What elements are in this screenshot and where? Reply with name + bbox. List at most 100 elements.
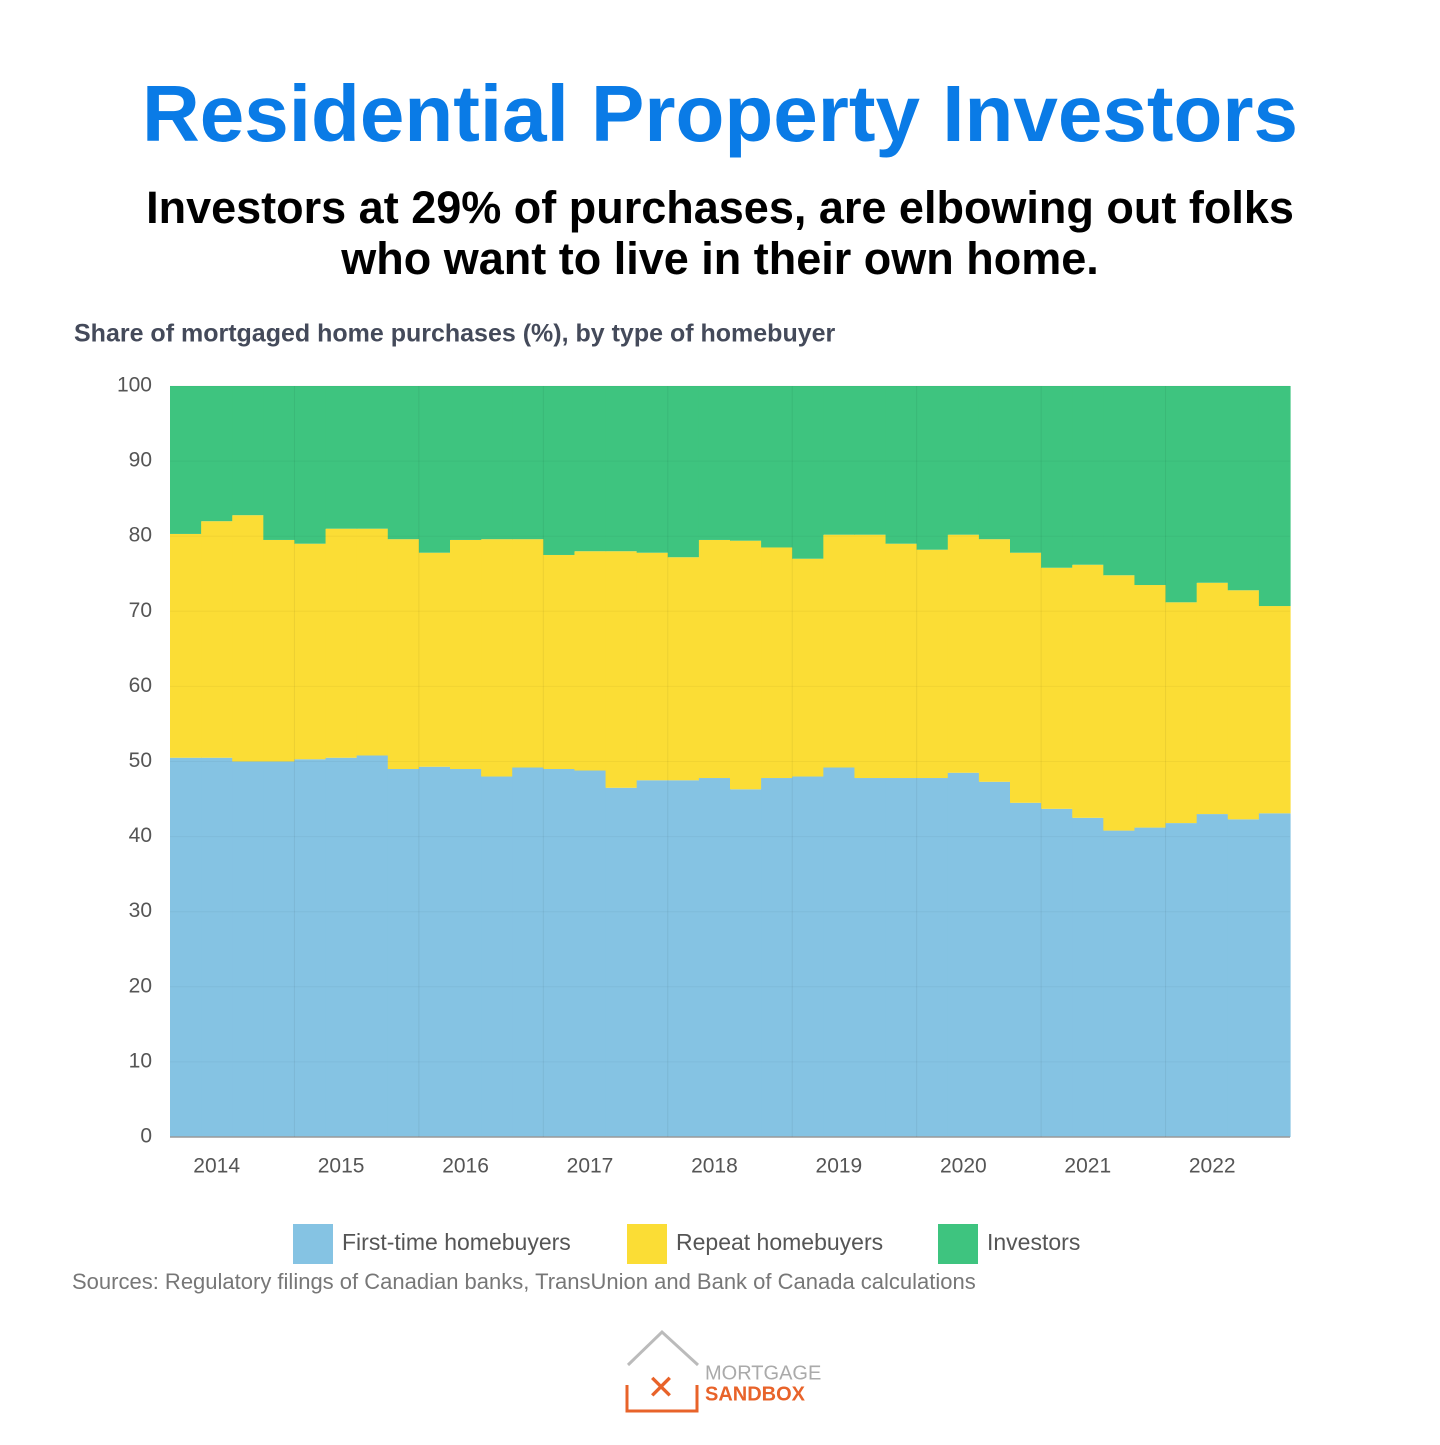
y-tick-label: 50 (129, 749, 152, 772)
logo-mark: ✕ (647, 1369, 676, 1407)
area-segment (418, 766, 451, 1137)
area-segment (854, 778, 887, 1137)
area-segment (481, 539, 513, 777)
area-segment (792, 558, 824, 777)
logo-text: SANDBOX (705, 1383, 806, 1405)
y-tick-label: 10 (129, 1049, 152, 1072)
area-segment (1041, 567, 1073, 809)
x-tick-label: 2020 (940, 1155, 987, 1178)
area-segment (823, 534, 856, 768)
area-segment (947, 534, 980, 773)
area-segment (1010, 386, 1042, 553)
area-segment (1165, 602, 1198, 824)
area-segment (698, 386, 731, 540)
area-segment (294, 543, 327, 760)
area-segment (263, 539, 296, 762)
x-tick-label: 2019 (816, 1155, 863, 1178)
area-segment (170, 533, 202, 758)
chart-title: Share of mortgaged home purchases (%), b… (74, 320, 836, 348)
area-segment (170, 386, 202, 534)
area-segment (1134, 827, 1167, 1137)
area-segment (1072, 564, 1104, 818)
area-segment (1165, 823, 1198, 1137)
area-segment (387, 539, 420, 770)
area-segment (1103, 830, 1136, 1137)
area-segment (947, 386, 980, 535)
area-segment (294, 759, 327, 1137)
subtitle: who want to live in their own home. (340, 233, 1099, 284)
area-segment (916, 549, 949, 779)
logo-roof (626, 1329, 700, 1367)
area-segment (1227, 386, 1260, 591)
area-segment (854, 534, 887, 779)
source: Sources: Regulatory filings of Canadian … (72, 1269, 976, 1294)
area-segment (916, 386, 949, 550)
x-tick-label: 2014 (193, 1155, 240, 1178)
area-segment (947, 772, 980, 1137)
y-tick-label: 80 (129, 524, 152, 547)
area-segment (543, 386, 576, 555)
area-segment (574, 770, 607, 1137)
area-segment (512, 539, 544, 768)
area-segment (667, 386, 700, 558)
area-segment (761, 386, 793, 548)
y-tick-label: 20 (129, 974, 152, 997)
area-segment (1227, 590, 1260, 820)
area-segment (512, 386, 544, 540)
area-segment (481, 386, 513, 540)
area-segment (325, 528, 358, 758)
area-segment (667, 780, 700, 1137)
area-segment (543, 554, 576, 770)
area-segment (761, 778, 793, 1137)
area-segment (450, 769, 482, 1137)
area-segment (698, 539, 731, 779)
area-segment (1041, 386, 1073, 568)
legend-swatch (293, 1224, 333, 1264)
area-segment (636, 552, 669, 781)
y-tick-label: 0 (140, 1125, 152, 1148)
y-tick-label: 90 (129, 449, 152, 472)
area-segment (636, 386, 669, 553)
area-segment (170, 757, 202, 1137)
y-tick-label: 40 (129, 824, 152, 847)
area-segment (1103, 575, 1136, 831)
x-tick-label: 2017 (567, 1155, 614, 1178)
subtitle: Investors at 29% of purchases, are elbow… (146, 182, 1294, 233)
area-segment (823, 767, 856, 1137)
area-segment (854, 386, 887, 535)
area-segment (201, 521, 233, 758)
y-tick-label: 70 (129, 599, 152, 622)
area-segment (1196, 814, 1229, 1137)
area-segment (387, 386, 420, 540)
area-segment (325, 386, 358, 529)
area-segment (1196, 386, 1229, 583)
logo-box (625, 1385, 699, 1413)
x-tick-label: 2021 (1064, 1155, 1111, 1178)
legend-label: First-time homebuyers (342, 1229, 571, 1255)
area-segment (512, 767, 544, 1137)
plot (170, 386, 1291, 1137)
area-segment (232, 386, 264, 516)
area-segment (356, 386, 389, 529)
area-segment (1258, 813, 1291, 1137)
area-segment (1134, 386, 1167, 586)
area-segment (450, 386, 482, 540)
area-segment (418, 386, 451, 553)
y-tick-label: 30 (129, 899, 152, 922)
legend-label: Repeat homebuyers (676, 1229, 883, 1255)
area-segment (978, 539, 1011, 782)
area-segment (1196, 582, 1229, 815)
area-segment (574, 551, 607, 771)
area-segment (356, 755, 389, 1137)
area-segment (263, 386, 296, 540)
x-tick-label: 2022 (1189, 1155, 1236, 1178)
area-segment (232, 515, 264, 762)
area-segment (1258, 606, 1291, 814)
area-segment (1165, 386, 1198, 603)
x-tick-label: 2015 (318, 1155, 365, 1178)
area-segment (418, 552, 451, 767)
area-segment (232, 761, 264, 1137)
area-segment (823, 386, 856, 535)
area-segment (1258, 386, 1291, 607)
